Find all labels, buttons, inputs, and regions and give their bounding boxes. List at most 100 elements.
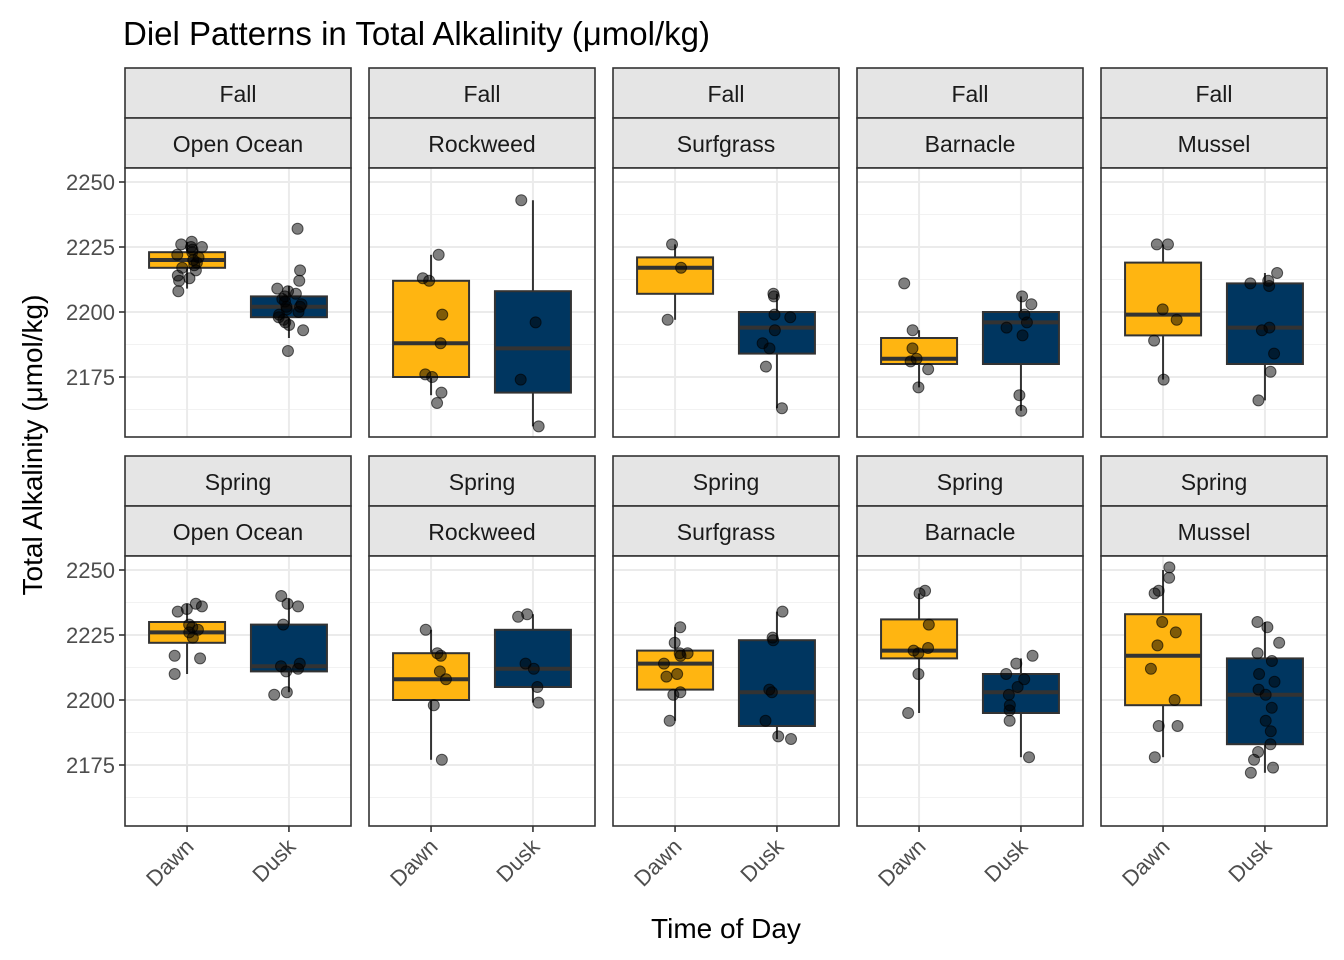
data-point <box>1271 267 1284 279</box>
data-point <box>281 597 294 610</box>
facet-strip-zone-label: Rockweed <box>428 131 535 157</box>
data-point <box>427 699 440 712</box>
facet-strip-season-label: Fall <box>219 81 256 107</box>
data-point <box>759 714 772 727</box>
data-point <box>898 277 911 290</box>
facet-strip-season-background <box>368 67 596 119</box>
data-point <box>1265 655 1278 667</box>
data-point <box>431 397 444 409</box>
data-point <box>434 337 447 350</box>
facet-strip-zone-label: Surfgrass <box>677 519 775 545</box>
data-point <box>1015 404 1028 417</box>
facet-strip-season-background <box>124 67 352 119</box>
facet-panel: Spring Rockweed Dawn Dusk <box>368 455 596 891</box>
data-point <box>435 386 448 399</box>
data-point <box>1268 347 1281 360</box>
data-point <box>1150 238 1163 251</box>
data-point <box>1244 766 1257 779</box>
facet-strip-season-background <box>1100 67 1328 119</box>
data-point <box>1251 647 1264 660</box>
data-point <box>674 621 687 634</box>
facet-strip-zone-background <box>612 117 840 169</box>
data-point <box>913 587 926 600</box>
data-point <box>671 668 684 680</box>
data-point <box>1156 303 1169 316</box>
data-point <box>1002 688 1015 701</box>
y-tick-label: 2175 <box>66 365 115 390</box>
data-point <box>294 264 307 277</box>
data-point <box>1263 280 1276 292</box>
data-point <box>1148 751 1161 764</box>
panel-border <box>856 167 1084 438</box>
panel-border <box>124 167 352 438</box>
facet-strip-season-label: Spring <box>937 469 1003 495</box>
data-point <box>277 618 290 631</box>
data-point <box>280 686 293 699</box>
x-axis-title: Time of Day <box>651 913 801 944</box>
data-point <box>657 657 670 670</box>
data-point <box>1144 662 1157 675</box>
data-point <box>175 238 188 251</box>
data-point <box>1026 649 1039 662</box>
x-tick-label: Dusk <box>1223 833 1277 887</box>
box-dusk <box>493 290 572 394</box>
data-point <box>1268 675 1281 688</box>
data-point <box>532 420 545 433</box>
facet-strip-season-background <box>368 455 596 507</box>
data-point <box>661 313 674 326</box>
data-point <box>171 605 184 618</box>
data-point <box>1171 720 1184 732</box>
data-point <box>531 681 544 693</box>
facet-panel: Fall Surfgrass <box>612 67 840 438</box>
data-point <box>292 600 305 613</box>
data-point <box>768 308 781 321</box>
facet-strip-season-background <box>1100 455 1328 507</box>
data-point <box>912 668 925 680</box>
facet-strip-zone-background <box>124 505 352 557</box>
data-point <box>173 274 186 287</box>
facet-strip-zone-label: Open Ocean <box>173 131 303 157</box>
data-point <box>297 324 310 337</box>
facet-strip-zone-background <box>124 117 352 169</box>
facet-strip-season-label: Spring <box>693 469 759 495</box>
data-point <box>1161 238 1174 251</box>
facet-strip-zone-label: Mussel <box>1178 131 1251 157</box>
y-tick-label: 2175 <box>66 753 115 778</box>
data-point <box>426 371 439 383</box>
data-point <box>1265 701 1278 714</box>
data-point <box>1163 571 1176 584</box>
data-point <box>1264 738 1277 751</box>
facet-panel: Spring Surfgrass Dawn Dusk <box>612 455 840 891</box>
x-tick-label: Dawn <box>141 834 198 891</box>
data-point <box>172 285 185 298</box>
data-point <box>1259 714 1272 727</box>
facet-strip-zone-background <box>612 505 840 557</box>
facet-strip-zone-label: Surfgrass <box>677 131 775 157</box>
facet-panel: Fall Rockweed <box>368 67 596 438</box>
y-tick-label: 2200 <box>66 688 115 713</box>
x-tick-label: Dawn <box>385 834 442 891</box>
facet-strip-zone-label: Open Ocean <box>173 519 303 545</box>
panel-border <box>124 555 352 827</box>
data-point <box>1025 298 1038 311</box>
facet-strip-season-label: Spring <box>449 469 515 495</box>
data-point <box>195 600 208 613</box>
data-point <box>432 248 445 261</box>
data-point <box>1244 277 1257 290</box>
facet-panel: Fall Barnacle <box>856 67 1084 438</box>
data-point <box>268 688 281 701</box>
facet-strip-zone-label: Barnacle <box>925 131 1016 157</box>
facet-strip-season-background <box>856 67 1084 119</box>
y-axis-title: Total Alkalinity (μmol/kg) <box>17 295 48 596</box>
panel-border <box>368 167 596 438</box>
box-dawn <box>392 279 471 378</box>
data-point <box>1267 761 1280 774</box>
data-point <box>768 324 781 337</box>
facet-panel: Spring Mussel Dawn Dusk <box>1100 455 1328 891</box>
box-dusk <box>737 639 816 728</box>
data-point <box>1003 704 1016 717</box>
data-point <box>289 287 302 300</box>
data-point <box>280 665 293 678</box>
data-point <box>512 610 525 623</box>
